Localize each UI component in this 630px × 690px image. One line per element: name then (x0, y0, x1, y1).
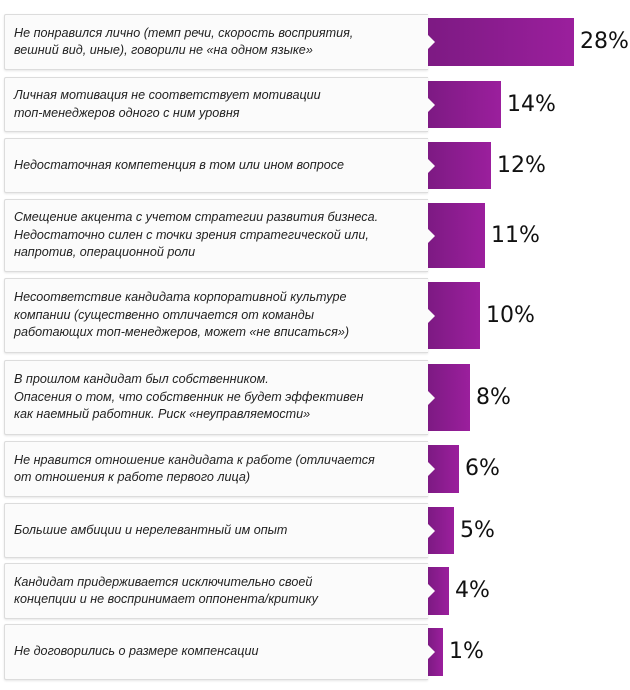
category-card: Несоответствие кандидата корпоративной к… (4, 278, 428, 353)
category-label: Личная мотивация не соответствует мотива… (14, 88, 321, 120)
bar-notch (428, 35, 435, 49)
value-label: 11% (491, 222, 540, 248)
bar-notch (428, 462, 435, 476)
bar (428, 18, 574, 66)
category-card: Кандидат придерживается исключительно св… (4, 563, 428, 619)
category-label: Несоответствие кандидата корпоративной к… (14, 290, 350, 340)
value-label: 8% (476, 384, 511, 410)
category-card: В прошлом кандидат был собственником. Оп… (4, 360, 428, 435)
bar (428, 628, 443, 676)
bar (428, 282, 480, 349)
value-label: 4% (455, 578, 490, 603)
bar-notch (428, 308, 435, 323)
bar-notch (428, 584, 435, 598)
value-label: 1% (449, 639, 484, 664)
category-card: Не договорились о размере компенсации (4, 624, 428, 680)
category-label: Смещение акцента с учетом стратегии разв… (14, 210, 379, 260)
category-label: Не нравится отношение кандидата к работе… (14, 452, 375, 485)
bar (428, 203, 485, 268)
bar (428, 364, 470, 431)
value-label: 14% (507, 91, 556, 117)
category-card: Не понравился лично (темп речи, скорость… (4, 14, 428, 70)
bar-notch (428, 390, 435, 405)
value-label: 6% (465, 456, 500, 481)
category-label: Кандидат придерживается исключительно св… (14, 574, 318, 607)
value-label: 28% (580, 29, 629, 54)
category-label: Не понравился лично (темп речи, скорость… (14, 25, 354, 58)
value-label: 10% (486, 302, 535, 328)
bar-notch (428, 645, 435, 659)
value-label: 12% (497, 152, 546, 178)
category-card: Смещение акцента с учетом стратегии разв… (4, 199, 428, 272)
value-label: 5% (460, 517, 495, 543)
category-label: Недостаточная компетенция в том или ином… (14, 157, 345, 172)
bar-notch (428, 158, 435, 173)
category-card: Недостаточная компетенция в том или ином… (4, 138, 428, 193)
category-card: Личная мотивация не соответствует мотива… (4, 77, 428, 132)
bar (428, 81, 501, 128)
bar-notch (428, 97, 435, 112)
bar-notch (428, 228, 435, 243)
category-card: Большие амбиции и нерелевантный им опыт (4, 503, 428, 558)
category-label: В прошлом кандидат был собственником. Оп… (14, 372, 364, 422)
category-label: Не договорились о размере компенсации (14, 644, 259, 659)
bar (428, 567, 449, 615)
bar (428, 142, 491, 189)
category-label: Большие амбиции и нерелевантный им опыт (14, 522, 288, 537)
bar-notch (428, 523, 435, 538)
category-card: Не нравится отношение кандидата к работе… (4, 441, 428, 497)
